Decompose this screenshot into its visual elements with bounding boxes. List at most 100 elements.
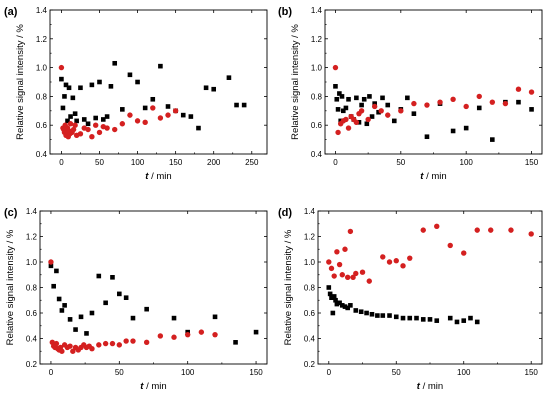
x-tick-label: 200: [207, 158, 221, 167]
data-point-circle: [184, 331, 191, 338]
data-point-circle: [393, 258, 399, 264]
y-axis-title: Relative signal intensity / %: [15, 24, 26, 140]
data-point-square: [342, 304, 348, 309]
data-point-square: [48, 263, 54, 269]
data-point-circle: [326, 259, 332, 265]
data-point-circle: [157, 115, 164, 121]
data-point-square: [234, 102, 239, 108]
data-point-circle: [371, 103, 378, 110]
data-point-square: [369, 114, 375, 119]
data-point-circle: [350, 274, 356, 280]
x-tick-label: 0: [49, 368, 54, 377]
data-point-circle: [58, 64, 65, 71]
data-point-circle: [92, 122, 99, 128]
data-point-circle: [489, 99, 496, 105]
y-tick-label: 1.2: [304, 233, 316, 242]
y-tick-label: 1.2: [311, 35, 323, 44]
data-point-circle: [332, 64, 339, 71]
data-point-circle: [165, 112, 171, 118]
data-point-square: [343, 105, 349, 111]
x-axis-title: t / min: [417, 381, 443, 392]
data-point-square: [81, 117, 87, 122]
data-point-square: [253, 329, 259, 335]
data-point-square: [345, 305, 350, 311]
data-point-square: [78, 314, 84, 320]
data-point-circle: [342, 246, 348, 252]
data-point-square: [60, 105, 66, 111]
data-point-circle: [424, 102, 430, 108]
x-tick-label: 50: [115, 368, 124, 377]
data-point-circle: [386, 259, 393, 265]
data-point-circle: [89, 134, 95, 140]
y-tick-label: 1.4: [26, 207, 38, 216]
data-point-circle: [171, 334, 177, 340]
data-point-circle: [474, 227, 480, 233]
data-point-circle: [359, 269, 366, 275]
panel-2: 0 50 100 150 0.4 0.6 0.8 1.0 1.2 1.4 (b) Relative s…: [278, 6, 543, 182]
data-point-circle: [398, 108, 404, 114]
x-tick-label: 0: [59, 158, 64, 167]
data-point-square: [434, 318, 440, 323]
data-point-square: [353, 308, 359, 313]
data-point-square: [450, 128, 456, 134]
data-point-square: [165, 104, 171, 109]
data-point-circle: [157, 333, 164, 339]
data-point-circle: [347, 228, 354, 235]
data-point-circle: [343, 116, 349, 123]
data-point-square: [337, 91, 342, 96]
data-point-circle: [96, 342, 102, 348]
data-point-square: [65, 118, 70, 124]
data-point-square: [72, 111, 78, 116]
data-point-square: [407, 315, 413, 321]
data-point-square: [335, 107, 341, 112]
data-point-circle: [461, 250, 467, 256]
data-point-circle: [89, 346, 95, 352]
data-point-square: [331, 294, 337, 299]
x-tick-label: 100: [460, 158, 474, 167]
data-point-square: [420, 317, 426, 322]
data-point-circle: [476, 93, 482, 100]
data-point-square: [327, 291, 333, 297]
data-point-circle: [335, 129, 341, 136]
x-tick-label: 150: [249, 368, 263, 377]
y-tick-label: 0.2: [26, 360, 38, 369]
data-point-square: [427, 317, 433, 322]
y-tick-label: 1.0: [26, 258, 38, 267]
x-axis-title: t / min: [145, 171, 171, 182]
data-point-circle: [434, 223, 440, 229]
data-point-circle: [119, 121, 126, 127]
data-point-square: [375, 313, 380, 318]
y-tick-label: 1.2: [26, 233, 38, 242]
data-point-circle: [172, 108, 179, 114]
data-point-square: [67, 317, 73, 322]
data-point-square: [367, 94, 372, 99]
data-point-square: [110, 275, 115, 280]
data-point-square: [89, 310, 95, 316]
data-point-square: [405, 95, 410, 101]
x-axis-variable: t: [420, 171, 424, 182]
data-point-circle: [463, 103, 469, 110]
plot-frame: [324, 9, 543, 155]
x-tick-label: 50: [95, 158, 104, 167]
data-point-circle: [142, 119, 148, 126]
data-point-circle: [353, 270, 359, 277]
data-point-square: [411, 111, 417, 116]
data-point-circle: [59, 348, 65, 354]
data-point-square: [361, 96, 367, 102]
data-point-square: [400, 315, 406, 321]
y-tick-label: 0.4: [311, 150, 323, 159]
y-tick-label: 0.4: [304, 335, 316, 344]
data-point-square: [241, 102, 247, 108]
data-point-circle: [134, 118, 141, 124]
data-point-square: [127, 72, 133, 78]
data-point-square: [516, 99, 521, 105]
data-point-square: [196, 125, 201, 131]
panel-label: (c): [4, 207, 18, 219]
data-point-square: [385, 102, 391, 108]
data-point-circle: [96, 129, 103, 136]
data-point-square: [233, 340, 238, 345]
data-point-square: [54, 268, 59, 274]
data-point-circle: [365, 116, 371, 123]
data-point-circle: [339, 272, 345, 278]
data-point-circle: [437, 99, 443, 105]
